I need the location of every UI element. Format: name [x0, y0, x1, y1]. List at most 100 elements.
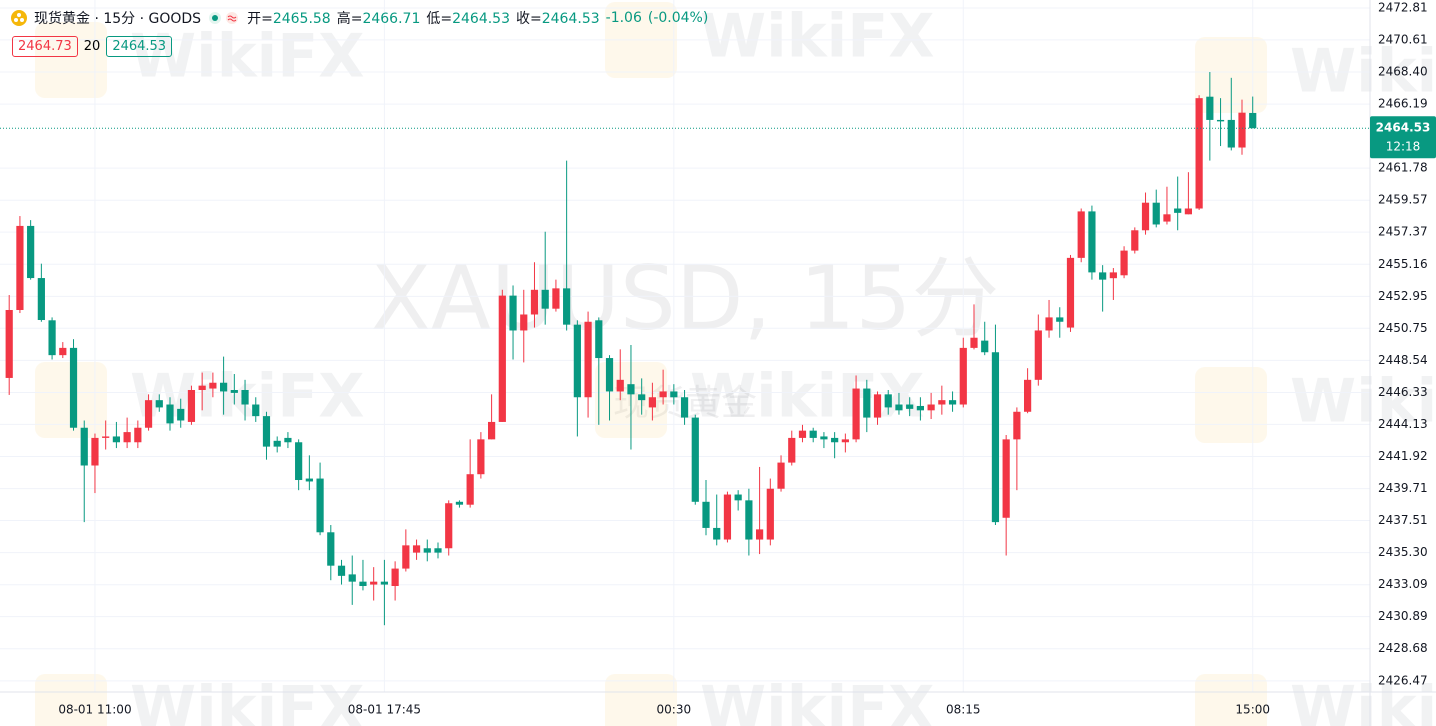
candle-body: [370, 581, 378, 585]
overlay-logo: [35, 22, 107, 98]
candle-body: [59, 347, 67, 356]
x-tick-label: 00:30: [657, 703, 692, 717]
candle-body: [841, 439, 849, 443]
candle-body: [863, 388, 871, 418]
candle-body: [69, 347, 78, 428]
candle-body: [691, 417, 699, 502]
candle-body: [198, 385, 206, 390]
candle-body: [144, 400, 153, 428]
y-tick-label: 2428.68: [1378, 641, 1428, 655]
symbol-title: 现货黄金 · 15分 · GOODS: [34, 11, 202, 27]
candle-body: [1056, 317, 1064, 322]
candle-body: [948, 400, 957, 405]
x-tick-label: 08-01 11:00: [58, 703, 131, 717]
y-tick-label: 2448.54: [1378, 353, 1428, 367]
candle-body: [37, 278, 45, 321]
y-tick-label: 2457.37: [1378, 225, 1428, 239]
y-tick-label: 2455.16: [1378, 257, 1428, 271]
candle-body: [80, 427, 88, 466]
header: 现货黄金 · 15分 · GOODS 开=2465.58 高=2466.71 低…: [10, 8, 708, 28]
candle-body: [1034, 330, 1042, 380]
candle-body: [605, 358, 614, 392]
candle-body: [252, 404, 260, 417]
overlay-logo: [1195, 367, 1267, 443]
candle-body: [895, 404, 903, 411]
candle-body: [1066, 257, 1075, 328]
ohlc-value: 2465.58: [272, 11, 331, 27]
y-tick-label: 2466.19: [1378, 97, 1428, 111]
candle-body: [884, 394, 892, 408]
candle-body: [713, 527, 721, 540]
candle-body: [509, 295, 517, 331]
candle-body: [723, 494, 732, 540]
candle-body: [1099, 272, 1107, 280]
bid-box[interactable]: 2464.53: [106, 36, 173, 57]
ohlc-value: 2464.53: [452, 11, 510, 27]
overlay-logo: [1195, 37, 1267, 113]
candle-body: [241, 389, 249, 405]
candle-body: [734, 494, 742, 501]
countdown: 12:18: [1386, 140, 1421, 154]
candle-body: [756, 529, 764, 540]
candle-body: [262, 416, 271, 447]
candle-body: [1024, 379, 1032, 412]
x-tick-label: 15:00: [1235, 703, 1270, 717]
candle-body: [284, 437, 292, 443]
y-tick-label: 2435.30: [1378, 545, 1428, 559]
candle-body: [981, 340, 989, 353]
candle-body: [873, 394, 882, 418]
candle-body: [112, 436, 120, 443]
candle-body: [391, 568, 399, 587]
candle-body: [1045, 317, 1053, 331]
last-price-box: [1370, 116, 1436, 159]
candle-body: [680, 397, 689, 418]
candle-body: [1163, 214, 1171, 222]
candle-body: [316, 478, 324, 533]
candle-body: [1184, 208, 1192, 215]
candle-body: [1109, 272, 1117, 279]
y-tick-label: 2461.78: [1378, 161, 1428, 175]
y-tick-label: 2459.57: [1378, 193, 1428, 207]
overlay-logo: [605, 674, 677, 726]
overlay-watermark: WikiFX: [1290, 674, 1436, 726]
candle-body: [155, 400, 163, 408]
candle-body: [488, 421, 496, 440]
ohlc-value: 2466.71: [362, 11, 421, 27]
candle-body: [573, 324, 581, 398]
candle-body: [477, 439, 485, 475]
candle-body: [327, 532, 335, 566]
candle-body: [91, 437, 99, 466]
candle-body: [455, 501, 464, 505]
candle-body: [337, 565, 346, 576]
candle-body: [627, 384, 635, 395]
candle-body: [766, 488, 774, 540]
ohlc-label: 收=: [516, 11, 542, 27]
candle-body: [702, 501, 710, 528]
last-price-label: 2464.53: [1376, 121, 1431, 135]
overlay-watermark: WikiFX: [130, 674, 364, 726]
candle-body: [305, 478, 313, 482]
candle-body: [1206, 96, 1214, 120]
y-tick-label: 2450.75: [1378, 321, 1428, 335]
candle-body: [123, 432, 131, 443]
candle-body: [187, 389, 196, 422]
candle-body: [820, 436, 828, 440]
candle-body: [134, 427, 142, 443]
ask-box[interactable]: 2464.73: [12, 36, 78, 57]
candle-body: [466, 474, 474, 505]
candle-body: [412, 545, 421, 553]
x-tick-label: 08:15: [946, 703, 981, 717]
quote-row: 2464.73 20 2464.53: [12, 36, 173, 57]
candle-body: [991, 352, 1000, 523]
y-tick-label: 2437.51: [1378, 513, 1428, 527]
candle-body: [166, 404, 174, 424]
candle-body: [852, 388, 860, 440]
candle-body: [1195, 98, 1203, 209]
candle-body: [1174, 208, 1182, 213]
symbol-logo: [11, 10, 27, 26]
candle-body: [1227, 119, 1235, 148]
candle-body: [220, 382, 228, 392]
candle-body: [273, 440, 281, 447]
ohlc-label: 高=: [336, 11, 363, 27]
